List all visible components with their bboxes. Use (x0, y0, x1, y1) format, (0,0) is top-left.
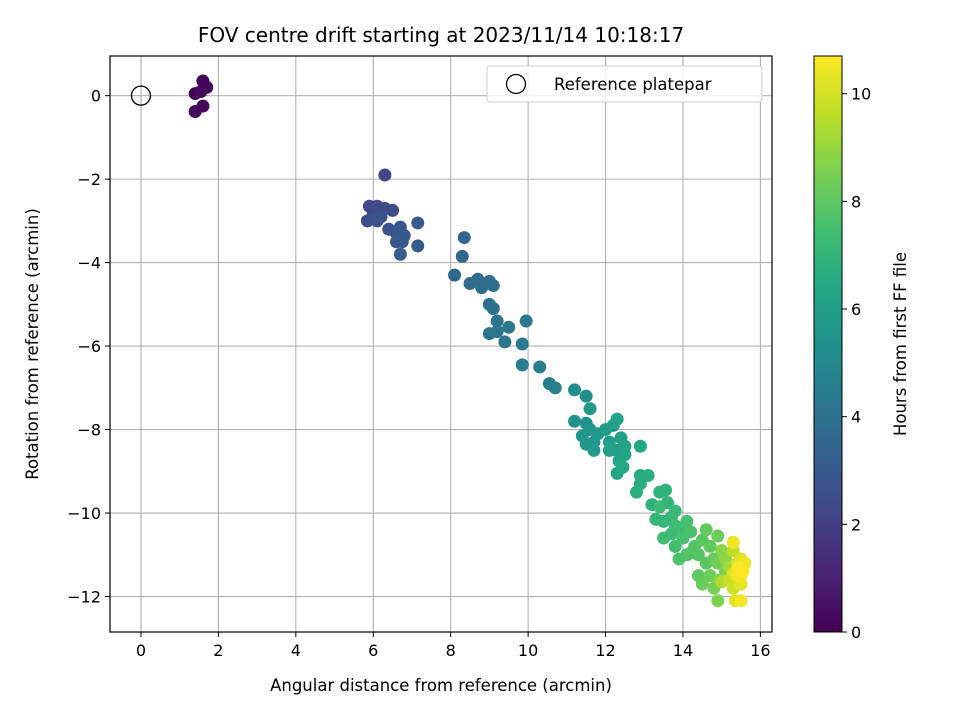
x-tick-label: 16 (750, 641, 770, 660)
x-tick-label: 6 (368, 641, 378, 660)
data-point (641, 468, 655, 482)
colorbar-label: Hours from first FF file (891, 252, 910, 436)
y-tick-label: −10 (67, 504, 101, 523)
data-point (680, 514, 694, 528)
data-point (393, 247, 407, 261)
data-point (568, 383, 582, 397)
data-point (711, 594, 725, 608)
data-point (610, 412, 624, 426)
colorbar-tick-label: 10 (851, 85, 871, 104)
y-tick-label: 0 (91, 87, 101, 106)
data-point (653, 500, 667, 514)
y-tick-label: −12 (67, 588, 101, 607)
y-tick-label: −6 (77, 337, 101, 356)
data-point (490, 314, 504, 328)
reference-platepar-marker (130, 85, 152, 106)
data-point (695, 577, 709, 591)
colorbar-tick-label: 2 (851, 515, 861, 534)
data-point (711, 529, 725, 543)
data-point (684, 525, 698, 539)
data-points (130, 74, 752, 608)
x-tick-label: 2 (213, 641, 223, 660)
data-point (630, 485, 644, 499)
x-axis-label: Angular distance from reference (arcmin) (270, 676, 612, 695)
data-point (515, 358, 529, 372)
colorbar-tick-label: 8 (851, 192, 861, 211)
data-point (455, 249, 469, 263)
y-tick-label: −8 (77, 421, 101, 440)
data-point (699, 523, 713, 537)
data-point (533, 360, 547, 374)
data-point (616, 460, 630, 474)
data-point (736, 564, 750, 578)
data-point (618, 448, 632, 462)
y-axis-ticks: 0 −2 −4 −6 −8 −10 −12 (67, 87, 110, 607)
data-point (519, 314, 533, 328)
data-point (370, 214, 384, 228)
plot-frame (109, 55, 773, 633)
data-point (498, 335, 512, 349)
data-point (734, 594, 748, 608)
legend-entry-reference: Reference platepar (554, 75, 712, 94)
data-point (490, 324, 504, 338)
colorbar-gradient (813, 55, 843, 633)
data-point (378, 168, 392, 182)
data-point (386, 203, 400, 217)
data-point (602, 443, 616, 457)
x-tick-label: 8 (446, 641, 456, 660)
data-point (633, 439, 647, 453)
data-point (726, 535, 740, 549)
data-point (411, 239, 425, 253)
colorbar-tick-label: 0 (851, 623, 861, 642)
legend-box (486, 65, 763, 103)
data-point (703, 539, 717, 553)
colorbar: 0 2 4 6 8 10 Hours from first FF file (813, 55, 910, 642)
data-point (194, 84, 208, 98)
data-point (395, 235, 409, 249)
data-point (486, 302, 500, 316)
colorbar-tick-label: 6 (851, 300, 861, 319)
x-tick-label: 14 (673, 641, 693, 660)
y-axis-label: Rotation from reference (arcmin) (23, 208, 42, 480)
x-tick-label: 12 (595, 641, 615, 660)
colorbar-ticks: 0 2 4 6 8 10 (842, 85, 871, 642)
data-point (448, 268, 462, 282)
data-point (579, 389, 593, 403)
x-tick-label: 10 (518, 641, 538, 660)
data-point (587, 443, 601, 457)
data-point (486, 279, 500, 293)
data-point (668, 539, 682, 553)
data-point (548, 381, 562, 395)
y-tick-label: −2 (77, 170, 101, 189)
chart-title: FOV centre drift starting at 2023/11/14 … (198, 23, 684, 47)
data-point (568, 414, 582, 428)
data-point (188, 105, 202, 119)
data-point (668, 504, 682, 518)
data-point (583, 402, 597, 416)
data-point (691, 548, 705, 562)
data-point (657, 531, 671, 545)
legend: Reference platepar (486, 65, 763, 103)
legend-marker-reference (505, 73, 527, 95)
data-point (515, 337, 529, 351)
colorbar-tick-label: 4 (851, 408, 861, 427)
data-point (659, 483, 673, 497)
x-axis-ticks: 0 2 4 6 8 10 12 14 16 (136, 632, 771, 660)
x-tick-label: 4 (291, 641, 301, 660)
data-point (502, 320, 516, 334)
y-tick-label: −4 (77, 254, 101, 273)
data-point (457, 231, 471, 245)
data-point (411, 216, 425, 230)
x-tick-label: 0 (136, 641, 146, 660)
